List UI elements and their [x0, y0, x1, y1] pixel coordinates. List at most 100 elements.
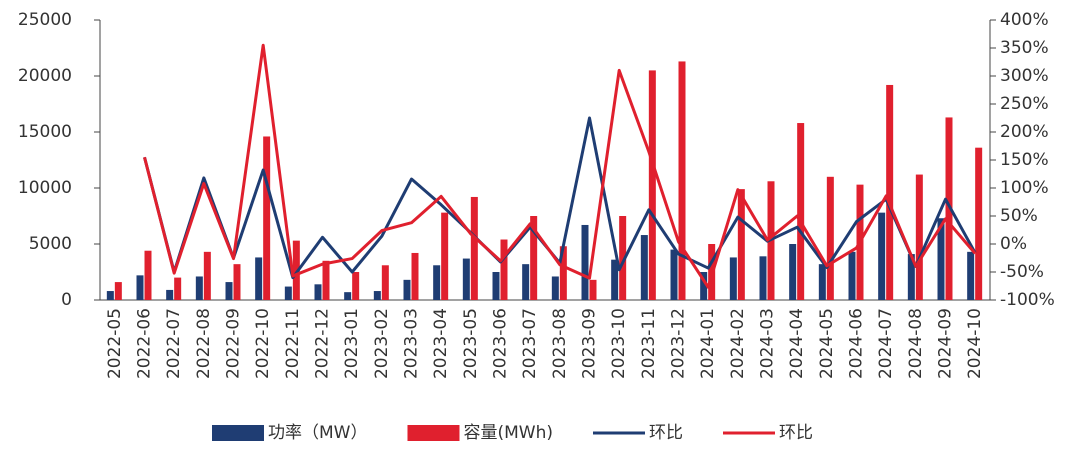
bar: [166, 289, 174, 300]
bar: [136, 275, 144, 300]
x-tick-label: 2024-06: [847, 308, 867, 379]
bar: [678, 61, 686, 300]
bar: [403, 279, 411, 300]
x-tick-label: 2023-03: [402, 308, 422, 379]
bar: [729, 257, 737, 300]
x-tick-label: 2022-08: [194, 308, 214, 379]
x-tick-label: 2022-11: [283, 308, 303, 379]
bar: [462, 258, 470, 300]
x-tick-label: 2024-05: [817, 308, 837, 379]
y2-tick-label: 50%: [1000, 206, 1038, 226]
y2-tick-label: -50%: [1000, 262, 1044, 282]
x-tick-label: 2023-01: [342, 308, 362, 379]
x-tick-label: 2024-09: [936, 308, 956, 379]
x-tick-label: 2023-07: [520, 308, 540, 379]
y2-tick-label: 0%: [1000, 234, 1027, 254]
bar: [826, 176, 834, 300]
bar: [737, 189, 745, 300]
legend-label: 环比: [779, 423, 813, 443]
bar: [945, 117, 953, 300]
bar: [500, 239, 508, 300]
bar: [759, 256, 767, 300]
x-tick-label: 2022-05: [105, 308, 125, 379]
y2-tick-label: -100%: [1000, 290, 1055, 310]
bar: [203, 251, 211, 300]
bar: [233, 264, 241, 300]
bar: [144, 250, 152, 300]
x-tick-label: 2023-10: [609, 308, 629, 379]
x-tick-label: 2024-07: [876, 308, 896, 379]
x-tick-label: 2024-04: [787, 308, 807, 379]
x-tick-label: 2024-10: [965, 308, 985, 379]
bar: [551, 276, 559, 300]
bar: [818, 264, 826, 300]
bar: [530, 216, 538, 300]
legend-label: 功率（MW）: [268, 423, 367, 443]
x-tick-label: 2024-01: [698, 308, 718, 379]
bar: [789, 244, 797, 300]
bar: [255, 257, 263, 300]
bar: [975, 147, 983, 300]
bar: [640, 235, 648, 300]
legend-label: 环比: [649, 423, 683, 443]
bar: [886, 84, 894, 301]
bar: [967, 251, 975, 300]
legend-swatch: [407, 425, 460, 441]
bar: [322, 260, 330, 300]
bar: [470, 196, 478, 300]
bar: [441, 212, 449, 300]
y-tick-label: 10000: [18, 178, 72, 198]
bar: [284, 286, 292, 300]
x-tick-label: 2023-06: [491, 308, 511, 379]
legend-swatch: [212, 425, 264, 441]
x-tick-label: 2023-08: [550, 308, 570, 379]
y-tick-label: 5000: [29, 234, 72, 254]
y2-tick-label: 150%: [1000, 150, 1049, 170]
y2-tick-label: 250%: [1000, 94, 1049, 114]
x-tick-label: 2022-06: [135, 308, 155, 379]
bar: [381, 265, 389, 300]
y-tick-label: 0: [61, 290, 72, 310]
bar: [195, 276, 203, 300]
y2-tick-label: 400%: [1000, 10, 1049, 30]
bar: [878, 212, 886, 300]
bar: [114, 282, 122, 300]
x-tick-label: 2022-12: [313, 308, 333, 379]
bar: [174, 277, 182, 300]
bar: [648, 70, 656, 301]
x-tick-label: 2023-09: [580, 308, 600, 379]
y-tick-label: 25000: [18, 10, 72, 30]
bar: [314, 284, 322, 300]
bar: [670, 249, 678, 300]
bar: [848, 251, 856, 300]
bar: [411, 252, 419, 300]
x-tick-label: 2024-08: [906, 308, 926, 379]
bar: [559, 246, 567, 300]
x-tick-label: 2022-09: [224, 308, 244, 379]
bar: [352, 272, 360, 300]
x-tick-label: 2023-12: [669, 308, 689, 379]
x-tick-label: 2023-11: [639, 308, 659, 379]
bar: [433, 265, 441, 300]
y-tick-label: 20000: [18, 66, 72, 86]
x-tick-label: 2023-02: [372, 308, 392, 379]
x-tick-label: 2024-03: [758, 308, 778, 379]
bar: [907, 254, 915, 300]
bar: [937, 218, 945, 300]
y2-tick-label: 350%: [1000, 38, 1049, 58]
bar: [373, 291, 381, 300]
bar: [522, 264, 530, 300]
bar: [581, 224, 589, 300]
bar: [344, 292, 352, 300]
x-tick-label: 2022-10: [253, 308, 273, 379]
y2-tick-label: 100%: [1000, 178, 1049, 198]
bar: [589, 279, 597, 300]
x-tick-label: 2022-07: [164, 308, 184, 379]
y2-tick-label: 200%: [1000, 122, 1049, 142]
bar: [611, 259, 619, 300]
legend-label: 容量(MWh): [463, 423, 553, 443]
bar: [700, 272, 708, 300]
y2-tick-label: 300%: [1000, 66, 1049, 86]
bar: [915, 174, 923, 300]
